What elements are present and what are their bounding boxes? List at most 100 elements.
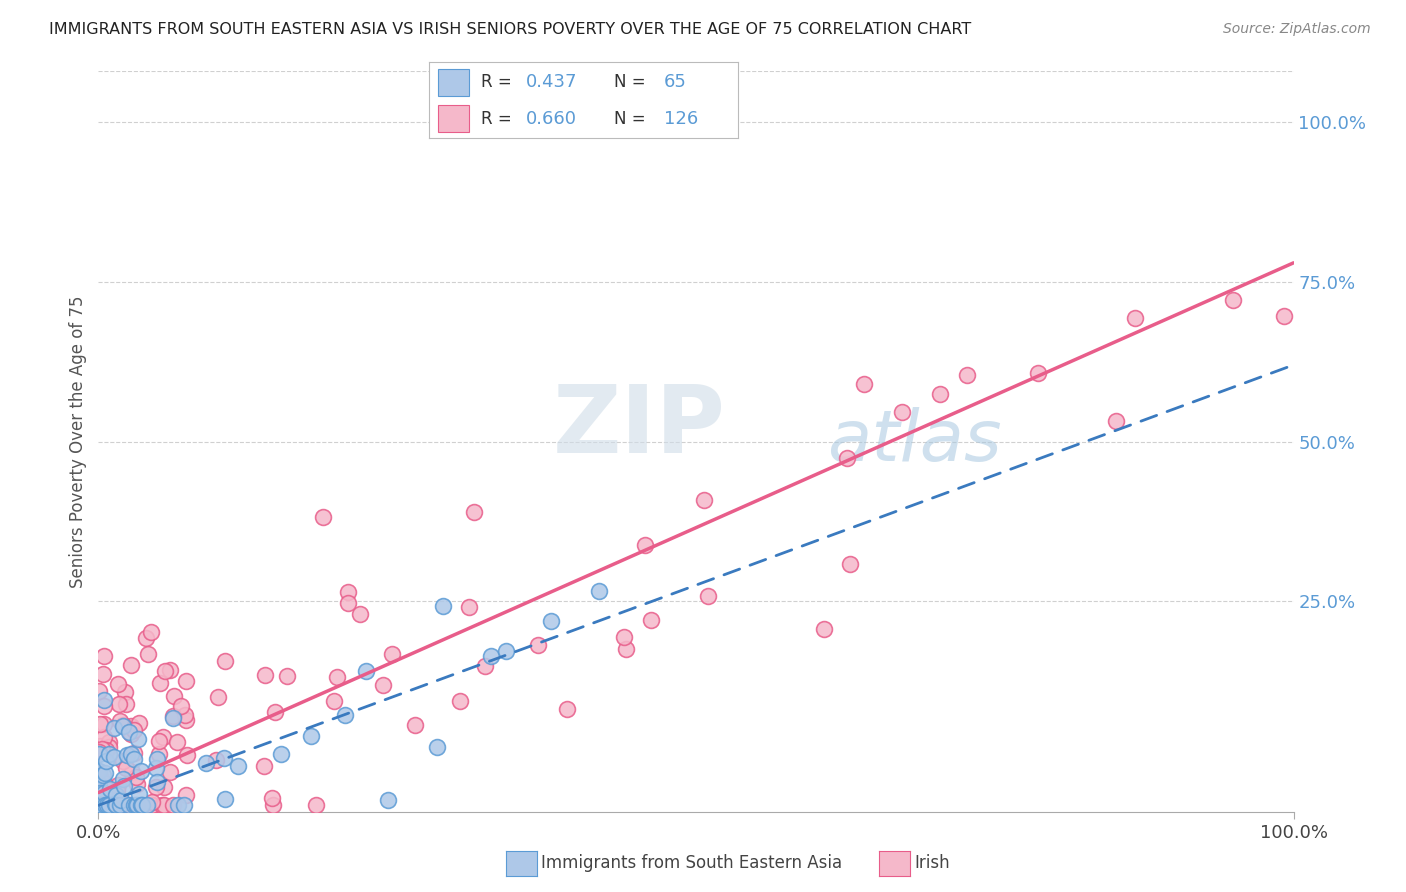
Point [207, 690, 229, 704]
Point [110, 798, 132, 813]
Point [146, 751, 169, 765]
Point [87, 764, 110, 779]
Point [1222, 293, 1244, 307]
Point [93, 698, 115, 713]
Point [141, 798, 163, 813]
Point [956, 368, 979, 382]
Point [110, 793, 132, 807]
Text: N =: N = [614, 73, 651, 91]
Point [270, 747, 292, 761]
Point [404, 718, 426, 732]
Point [89, 798, 111, 813]
Point [104, 788, 127, 802]
Point [613, 630, 636, 644]
Point [91, 667, 114, 681]
Point [312, 509, 335, 524]
Point [97, 798, 120, 813]
Point [87, 684, 110, 698]
Point [103, 793, 125, 807]
Point [333, 708, 356, 723]
Point [588, 584, 610, 599]
Point [159, 764, 181, 779]
Point [336, 596, 359, 610]
Point [174, 788, 197, 802]
Point [479, 649, 502, 664]
Point [373, 678, 395, 692]
Point [150, 798, 173, 813]
Point [354, 664, 377, 678]
Point [1026, 366, 1049, 380]
Point [264, 706, 287, 720]
Point [128, 716, 150, 731]
Point [640, 613, 662, 627]
Point [89, 739, 111, 753]
Point [93, 798, 115, 813]
Point [153, 798, 176, 813]
Point [121, 764, 143, 779]
Point [89, 798, 111, 813]
Point [129, 764, 152, 778]
Point [111, 754, 134, 768]
Point [93, 786, 115, 800]
Point [839, 557, 862, 571]
Point [120, 727, 142, 741]
Point [93, 717, 115, 731]
Point [540, 615, 562, 629]
Point [176, 747, 198, 762]
Point [104, 797, 127, 811]
Point [114, 761, 136, 775]
Point [170, 699, 193, 714]
Point [148, 747, 170, 761]
Point [125, 798, 148, 813]
Point [118, 798, 141, 813]
Point [115, 748, 138, 763]
Point [94, 754, 117, 768]
Point [145, 780, 167, 794]
Point [120, 719, 142, 733]
Point [101, 789, 124, 803]
Point [262, 791, 284, 805]
Point [474, 659, 496, 673]
Point [152, 730, 174, 744]
Point [90, 798, 112, 813]
Point [107, 677, 129, 691]
Point [1272, 309, 1295, 323]
Point [96, 787, 118, 801]
Point [89, 717, 111, 731]
Point [299, 729, 322, 743]
Point [114, 798, 136, 813]
Bar [439, 69, 470, 95]
Point [107, 779, 129, 793]
Point [1123, 311, 1146, 326]
Point [118, 725, 141, 739]
Point [98, 798, 121, 813]
Point [93, 649, 115, 664]
Point [174, 713, 197, 727]
Point [101, 798, 124, 813]
Point [87, 798, 110, 813]
Text: N =: N = [614, 110, 651, 128]
Point [527, 638, 550, 652]
Point [305, 798, 328, 813]
Text: 65: 65 [664, 73, 686, 91]
Point [120, 658, 142, 673]
Point [94, 798, 117, 813]
Point [253, 759, 276, 773]
Point [149, 676, 172, 690]
Point [111, 772, 134, 787]
Point [141, 798, 163, 813]
Point [162, 708, 184, 723]
Point [125, 798, 148, 813]
Point [127, 732, 149, 747]
Point [112, 719, 135, 733]
Point [166, 735, 188, 749]
Point [276, 669, 298, 683]
Point [122, 798, 145, 813]
Point [426, 740, 449, 755]
Point [103, 750, 125, 764]
Point [91, 741, 114, 756]
Point [457, 599, 479, 614]
Point [195, 756, 218, 771]
Text: R =: R = [481, 73, 517, 91]
Point [108, 697, 131, 711]
